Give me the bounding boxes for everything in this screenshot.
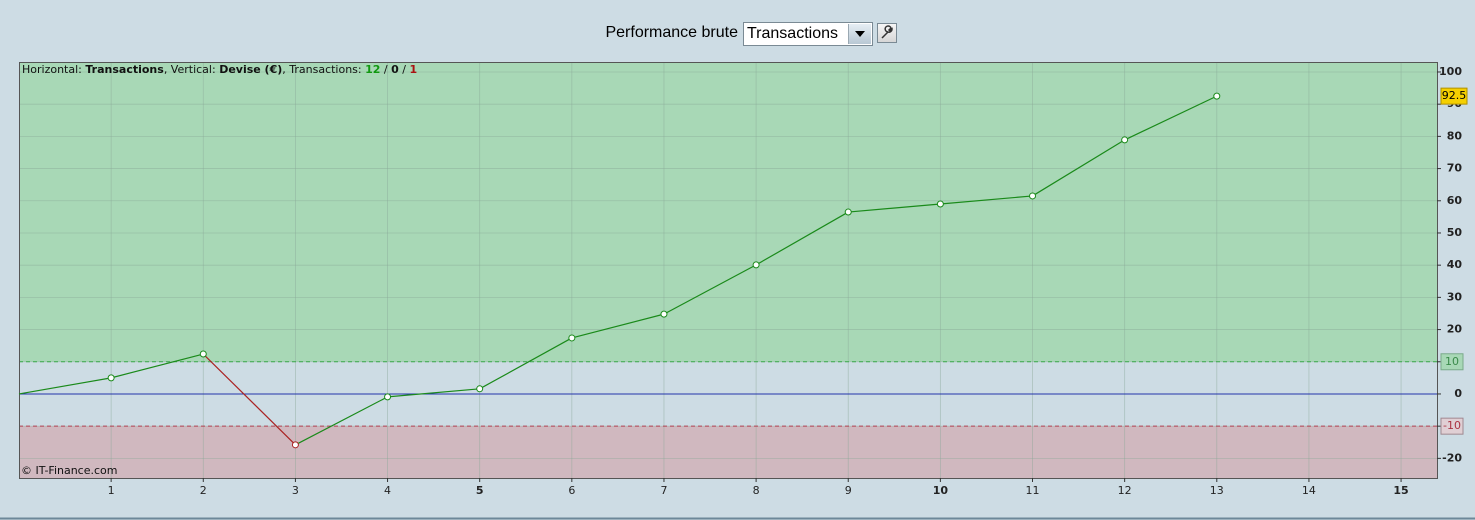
wrench-icon xyxy=(881,25,893,39)
y-tick-label: -10 xyxy=(1442,419,1462,432)
last-value-box xyxy=(1440,87,1468,105)
y-tick-label: 10 xyxy=(1447,355,1463,368)
y-tick-label: 60 xyxy=(1447,194,1463,207)
x-tick-label: 10 xyxy=(933,484,949,497)
data-point xyxy=(1121,136,1129,144)
info-segment: Transactions xyxy=(85,63,164,76)
x-tick-label: 4 xyxy=(384,484,391,497)
lower-threshold-label: -10 xyxy=(1443,419,1461,432)
line-segment xyxy=(295,396,388,446)
y-tick-label: 30 xyxy=(1447,290,1463,303)
select-value: Transactions xyxy=(747,25,838,42)
line-segment xyxy=(940,195,1033,205)
line-segment xyxy=(1124,95,1218,141)
info-segment: , Transactions: xyxy=(282,63,365,76)
data-point xyxy=(199,350,207,358)
x-tick-label: 2 xyxy=(200,484,207,497)
info-segment: 1 xyxy=(410,63,418,76)
data-point xyxy=(107,374,115,382)
x-tick-label: 5 xyxy=(476,484,484,497)
line-segment xyxy=(755,211,849,266)
y-tick-label: 70 xyxy=(1447,162,1463,175)
x-tick-label: 11 xyxy=(1026,484,1040,497)
info-segment: / xyxy=(380,63,391,76)
x-tick-label: 1 xyxy=(108,484,115,497)
upper-threshold-box xyxy=(1440,353,1464,371)
data-point xyxy=(384,393,392,401)
data-point xyxy=(936,200,944,208)
line-segment xyxy=(387,388,480,398)
data-point xyxy=(752,261,760,269)
data-point xyxy=(1213,92,1221,100)
transactions-select[interactable]: Transactions xyxy=(743,22,873,46)
loss-zone xyxy=(19,426,1437,478)
x-tick-label: 7 xyxy=(660,484,667,497)
info-text: Horizontal: Transactions, Vertical: Devi… xyxy=(22,63,417,76)
line-segment xyxy=(202,353,296,446)
line-segment xyxy=(1032,139,1125,197)
line-segment xyxy=(848,203,941,213)
info-segment: / xyxy=(399,63,410,76)
x-tick-label: 6 xyxy=(568,484,575,497)
y-tick-label: 90 xyxy=(1447,97,1463,110)
y-tick-label: 50 xyxy=(1447,226,1463,239)
x-tick-label: 13 xyxy=(1210,484,1224,497)
select-arrow[interactable] xyxy=(848,24,871,44)
y-tick-label: 20 xyxy=(1447,323,1463,336)
x-tick-label: 9 xyxy=(845,484,852,497)
plot-border xyxy=(19,62,1438,479)
x-tick-label: 8 xyxy=(753,484,760,497)
x-tick-label: 12 xyxy=(1118,484,1132,497)
line-segment xyxy=(479,337,573,390)
upper-threshold-label: 10 xyxy=(1445,355,1459,368)
settings-button[interactable] xyxy=(877,23,897,43)
last-value-label: 92.5 xyxy=(1442,89,1467,102)
y-tick-label: 100 xyxy=(1439,65,1462,78)
info-segment: 12 xyxy=(365,63,380,76)
data-point xyxy=(476,385,484,393)
line-segment xyxy=(18,377,112,395)
x-tick-label: 3 xyxy=(292,484,299,497)
y-tick-label: 0 xyxy=(1454,387,1462,400)
info-segment: , Vertical: xyxy=(164,63,219,76)
data-point xyxy=(844,208,852,216)
line-segment xyxy=(110,353,204,379)
info-segment: Devise (€) xyxy=(219,63,282,76)
x-tick-label: 15 xyxy=(1393,484,1408,497)
line-segment xyxy=(571,313,665,339)
info-segment: 0 xyxy=(391,63,399,76)
copyright: © IT-Finance.com xyxy=(21,464,118,477)
data-point xyxy=(1029,192,1037,200)
data-point xyxy=(660,310,668,318)
data-point xyxy=(291,441,299,449)
data-point xyxy=(568,334,576,342)
line-segment xyxy=(663,264,757,315)
y-tick-label: -20 xyxy=(1442,451,1462,464)
y-tick-label: 80 xyxy=(1447,129,1463,142)
info-segment: Horizontal: xyxy=(22,63,85,76)
lower-threshold-box xyxy=(1440,417,1464,435)
x-tick-label: 14 xyxy=(1302,484,1316,497)
toolbar-label: Performance brute xyxy=(605,24,738,41)
y-tick-label: 40 xyxy=(1447,258,1463,271)
profit-zone xyxy=(19,62,1437,362)
plot-background xyxy=(19,62,1437,478)
